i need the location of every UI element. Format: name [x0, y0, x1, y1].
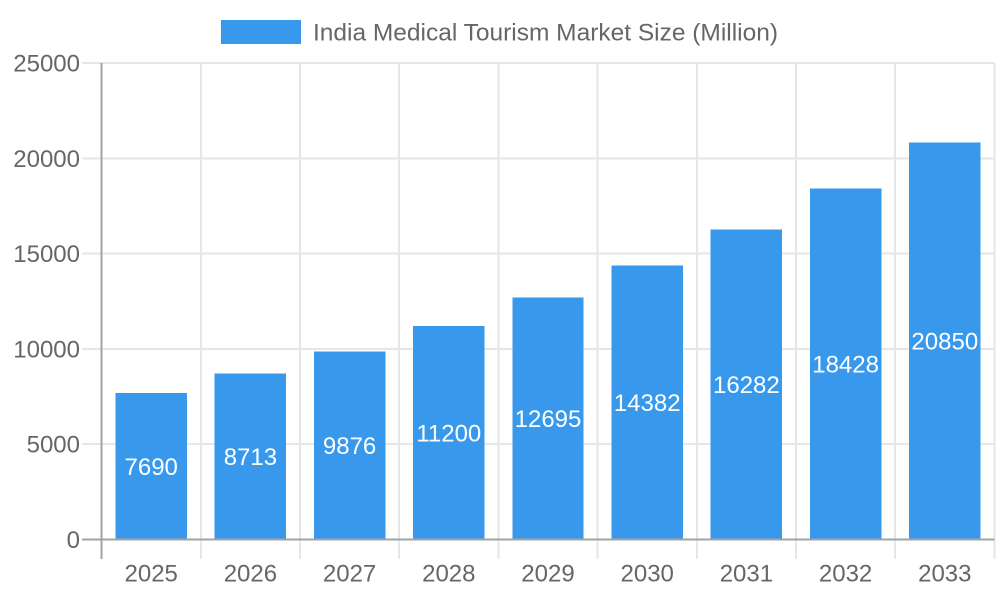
- svg-text:14382: 14382: [614, 390, 681, 417]
- svg-text:2028: 2028: [422, 561, 475, 588]
- svg-text:20000: 20000: [13, 146, 80, 173]
- svg-text:20850: 20850: [911, 328, 978, 355]
- svg-text:2031: 2031: [720, 561, 773, 588]
- svg-text:2026: 2026: [224, 561, 277, 588]
- svg-text:0: 0: [67, 527, 80, 554]
- svg-text:12695: 12695: [515, 406, 582, 433]
- svg-text:2030: 2030: [621, 561, 674, 588]
- svg-text:10000: 10000: [13, 336, 80, 363]
- svg-text:16282: 16282: [713, 372, 780, 399]
- svg-text:2027: 2027: [323, 561, 376, 588]
- svg-text:2029: 2029: [521, 561, 574, 588]
- svg-text:15000: 15000: [13, 241, 80, 268]
- svg-text:11200: 11200: [416, 420, 481, 447]
- svg-text:2033: 2033: [918, 561, 971, 588]
- svg-text:9876: 9876: [323, 433, 376, 460]
- svg-text:8713: 8713: [224, 444, 277, 471]
- svg-text:2032: 2032: [819, 561, 872, 588]
- svg-text:18428: 18428: [812, 351, 879, 378]
- svg-text:5000: 5000: [27, 432, 80, 459]
- svg-text:7690: 7690: [125, 454, 178, 481]
- svg-text:25000: 25000: [13, 51, 80, 78]
- svg-text:India Medical Tourism Market S: India Medical Tourism Market Size (Milli…: [313, 20, 778, 47]
- svg-text:2025: 2025: [125, 561, 178, 588]
